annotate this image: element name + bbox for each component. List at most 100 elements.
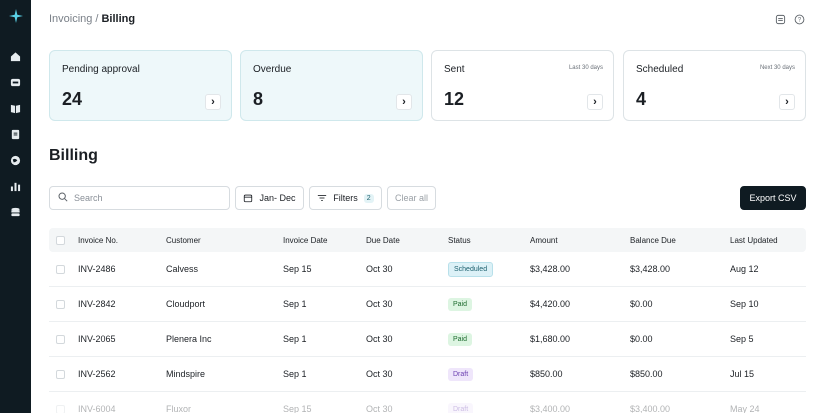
card-sent[interactable]: Sent Last 30 days 12 ›: [431, 50, 614, 121]
customer-name: Calvess: [166, 264, 199, 274]
document-icon[interactable]: [9, 128, 21, 140]
invoice-number: INV-2562: [78, 369, 116, 379]
card-label: Overdue: [253, 64, 292, 75]
card-value: 4: [636, 89, 647, 109]
search-box[interactable]: [49, 186, 230, 210]
clear-all-button[interactable]: Clear all: [387, 186, 436, 210]
invoice-number: INV-6004: [78, 404, 116, 413]
card-pending-approval[interactable]: Pending approval 24 ›: [49, 50, 232, 121]
amount: $1,680.00: [530, 334, 571, 344]
header-customer[interactable]: Customer: [166, 235, 201, 245]
chevron-right-icon[interactable]: ›: [587, 94, 603, 110]
due-date: Oct 30: [366, 299, 393, 309]
header-due-date[interactable]: Due Date: [366, 235, 400, 245]
status-cell: Paid: [448, 322, 473, 356]
status-badge: Scheduled: [448, 261, 494, 277]
sparkle-logo-icon[interactable]: [7, 7, 25, 25]
chat-icon[interactable]: [774, 13, 786, 25]
book-icon[interactable]: [9, 102, 21, 114]
billing-table: Invoice No. Customer Invoice Date Due Da…: [49, 228, 806, 413]
filters-button[interactable]: Filters 2: [309, 186, 382, 210]
breadcrumb: Invoicing / Billing: [49, 13, 135, 25]
table-row[interactable]: INV-2486 Calvess Sep 15 Oct 30 Scheduled…: [49, 252, 806, 287]
due-date: Oct 30: [366, 369, 393, 379]
svg-text:?: ?: [797, 17, 801, 23]
chevron-right-icon[interactable]: ›: [779, 94, 795, 110]
table-row[interactable]: INV-6004 Fluxor Sep 15 Oct 30 Draft $3,4…: [49, 392, 806, 413]
header-status[interactable]: Status: [448, 235, 471, 245]
date-range-button[interactable]: Jan- Dec: [235, 186, 304, 210]
select-all-checkbox[interactable]: [56, 228, 65, 252]
invoice-number: INV-2486: [78, 264, 116, 274]
inbox-icon[interactable]: [9, 76, 21, 88]
header-last-updated[interactable]: Last Updated: [730, 235, 778, 245]
card-label: Sent: [444, 64, 465, 75]
customer-name: Cloudport: [166, 299, 206, 309]
chart-icon[interactable]: [9, 180, 21, 192]
last-updated: Jul 15: [730, 369, 755, 379]
last-updated: Aug 12: [730, 264, 759, 274]
search-input[interactable]: [74, 193, 214, 203]
database-icon[interactable]: [9, 206, 21, 218]
amount: $3,400.00: [530, 404, 571, 413]
card-scheduled[interactable]: Scheduled Next 30 days 4 ›: [623, 50, 806, 121]
breadcrumb-parent[interactable]: Invoicing: [49, 13, 93, 25]
card-label: Scheduled: [636, 64, 684, 75]
main-content: Invoicing / Billing ? Pending approval 24 …: [31, 0, 816, 413]
header-amount[interactable]: Amount: [530, 235, 558, 245]
row-checkbox[interactable]: [56, 357, 65, 391]
page-title: Billing: [49, 147, 98, 164]
row-checkbox[interactable]: [56, 287, 65, 321]
card-overdue[interactable]: Overdue 8 ›: [240, 50, 423, 121]
row-checkbox[interactable]: [56, 322, 65, 356]
table-row[interactable]: INV-2842 Cloudport Sep 1 Oct 30 Paid $4,…: [49, 287, 806, 322]
breadcrumb-separator: /: [95, 13, 99, 25]
customer-name: Plenera Inc: [166, 334, 212, 344]
card-period: Next 30 days: [759, 65, 795, 71]
due-date: Oct 30: [366, 264, 393, 274]
header-balance-due[interactable]: Balance Due: [630, 235, 676, 245]
globe-icon[interactable]: [9, 154, 21, 166]
header-invoice-date[interactable]: Invoice Date: [283, 235, 328, 245]
invoice-number: INV-2842: [78, 299, 116, 309]
chevron-right-icon[interactable]: ›: [396, 94, 412, 110]
balance-due: $850.00: [630, 369, 663, 379]
invoice-date: Sep 1: [283, 299, 307, 309]
row-checkbox[interactable]: [56, 392, 65, 413]
invoice-date: Sep 15: [283, 404, 312, 413]
card-value: 12: [444, 89, 465, 109]
card-label: Pending approval: [62, 64, 140, 75]
customer-name: Fluxor: [166, 404, 192, 413]
status-cell: Draft: [448, 357, 474, 391]
due-date: Oct 30: [366, 404, 393, 413]
calendar-icon: [243, 193, 253, 203]
last-updated: May 24: [730, 404, 760, 413]
balance-due: $0.00: [630, 334, 653, 344]
help-icon[interactable]: ?: [793, 13, 805, 25]
invoice-number: INV-2065: [78, 334, 116, 344]
home-icon[interactable]: [9, 50, 21, 62]
status-badge: Draft: [448, 367, 474, 381]
chevron-right-icon[interactable]: ›: [205, 94, 221, 110]
filters-label: Filters: [333, 193, 358, 203]
customer-name: Mindspire: [166, 369, 206, 379]
card-period: Last 30 days: [568, 65, 603, 71]
last-updated: Sep 5: [730, 334, 754, 344]
status-cell: Draft: [448, 392, 474, 413]
row-checkbox[interactable]: [56, 252, 65, 286]
table-row[interactable]: INV-2562 Mindspire Sep 1 Oct 30 Draft $8…: [49, 357, 806, 392]
filter-icon: [317, 193, 327, 203]
balance-due: $3,428.00: [630, 264, 671, 274]
status-badge: Paid: [448, 297, 473, 311]
invoice-date: Sep 1: [283, 334, 307, 344]
export-csv-button[interactable]: Export CSV: [740, 186, 806, 210]
table-row[interactable]: INV-2065 Plenera Inc Sep 1 Oct 30 Paid $…: [49, 322, 806, 357]
breadcrumb-current: Billing: [101, 13, 136, 25]
header-invoice-no[interactable]: Invoice No.: [78, 235, 119, 245]
filters-count-badge: 2: [363, 193, 374, 203]
status-badge: Draft: [448, 402, 474, 413]
invoice-date: Sep 15: [283, 264, 312, 274]
status-badge: Paid: [448, 332, 473, 346]
date-range-label: Jan- Dec: [259, 193, 296, 203]
table-header: Invoice No. Customer Invoice Date Due Da…: [49, 228, 806, 252]
